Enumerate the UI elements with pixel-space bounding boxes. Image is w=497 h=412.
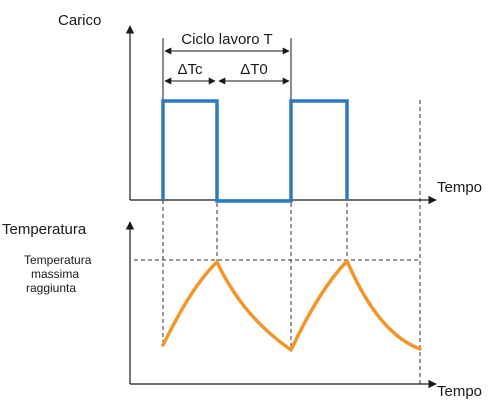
max-temperature-label-line-1: Temperatura [24,253,92,267]
off-duration-label: ΔT0 [240,61,268,78]
max-temperature-label-line-3: raggiunta [26,281,76,295]
top-y-axis-label: Carico [58,12,101,29]
top-x-axis-label: Tempo [437,179,482,196]
temperature-curve [161,259,422,352]
cycle-label: Ciclo lavoro T [181,31,272,48]
max-temperature-label-line-2: massima [31,267,79,281]
max-temperature-label: Temperatura massima raggiunta [24,253,95,295]
load-waveform [161,99,349,203]
bottom-y-axis-label: Temperatura [2,221,87,238]
on-duration-label: ΔTc [177,61,203,78]
bottom-x-axis-label: Tempo [437,383,482,400]
